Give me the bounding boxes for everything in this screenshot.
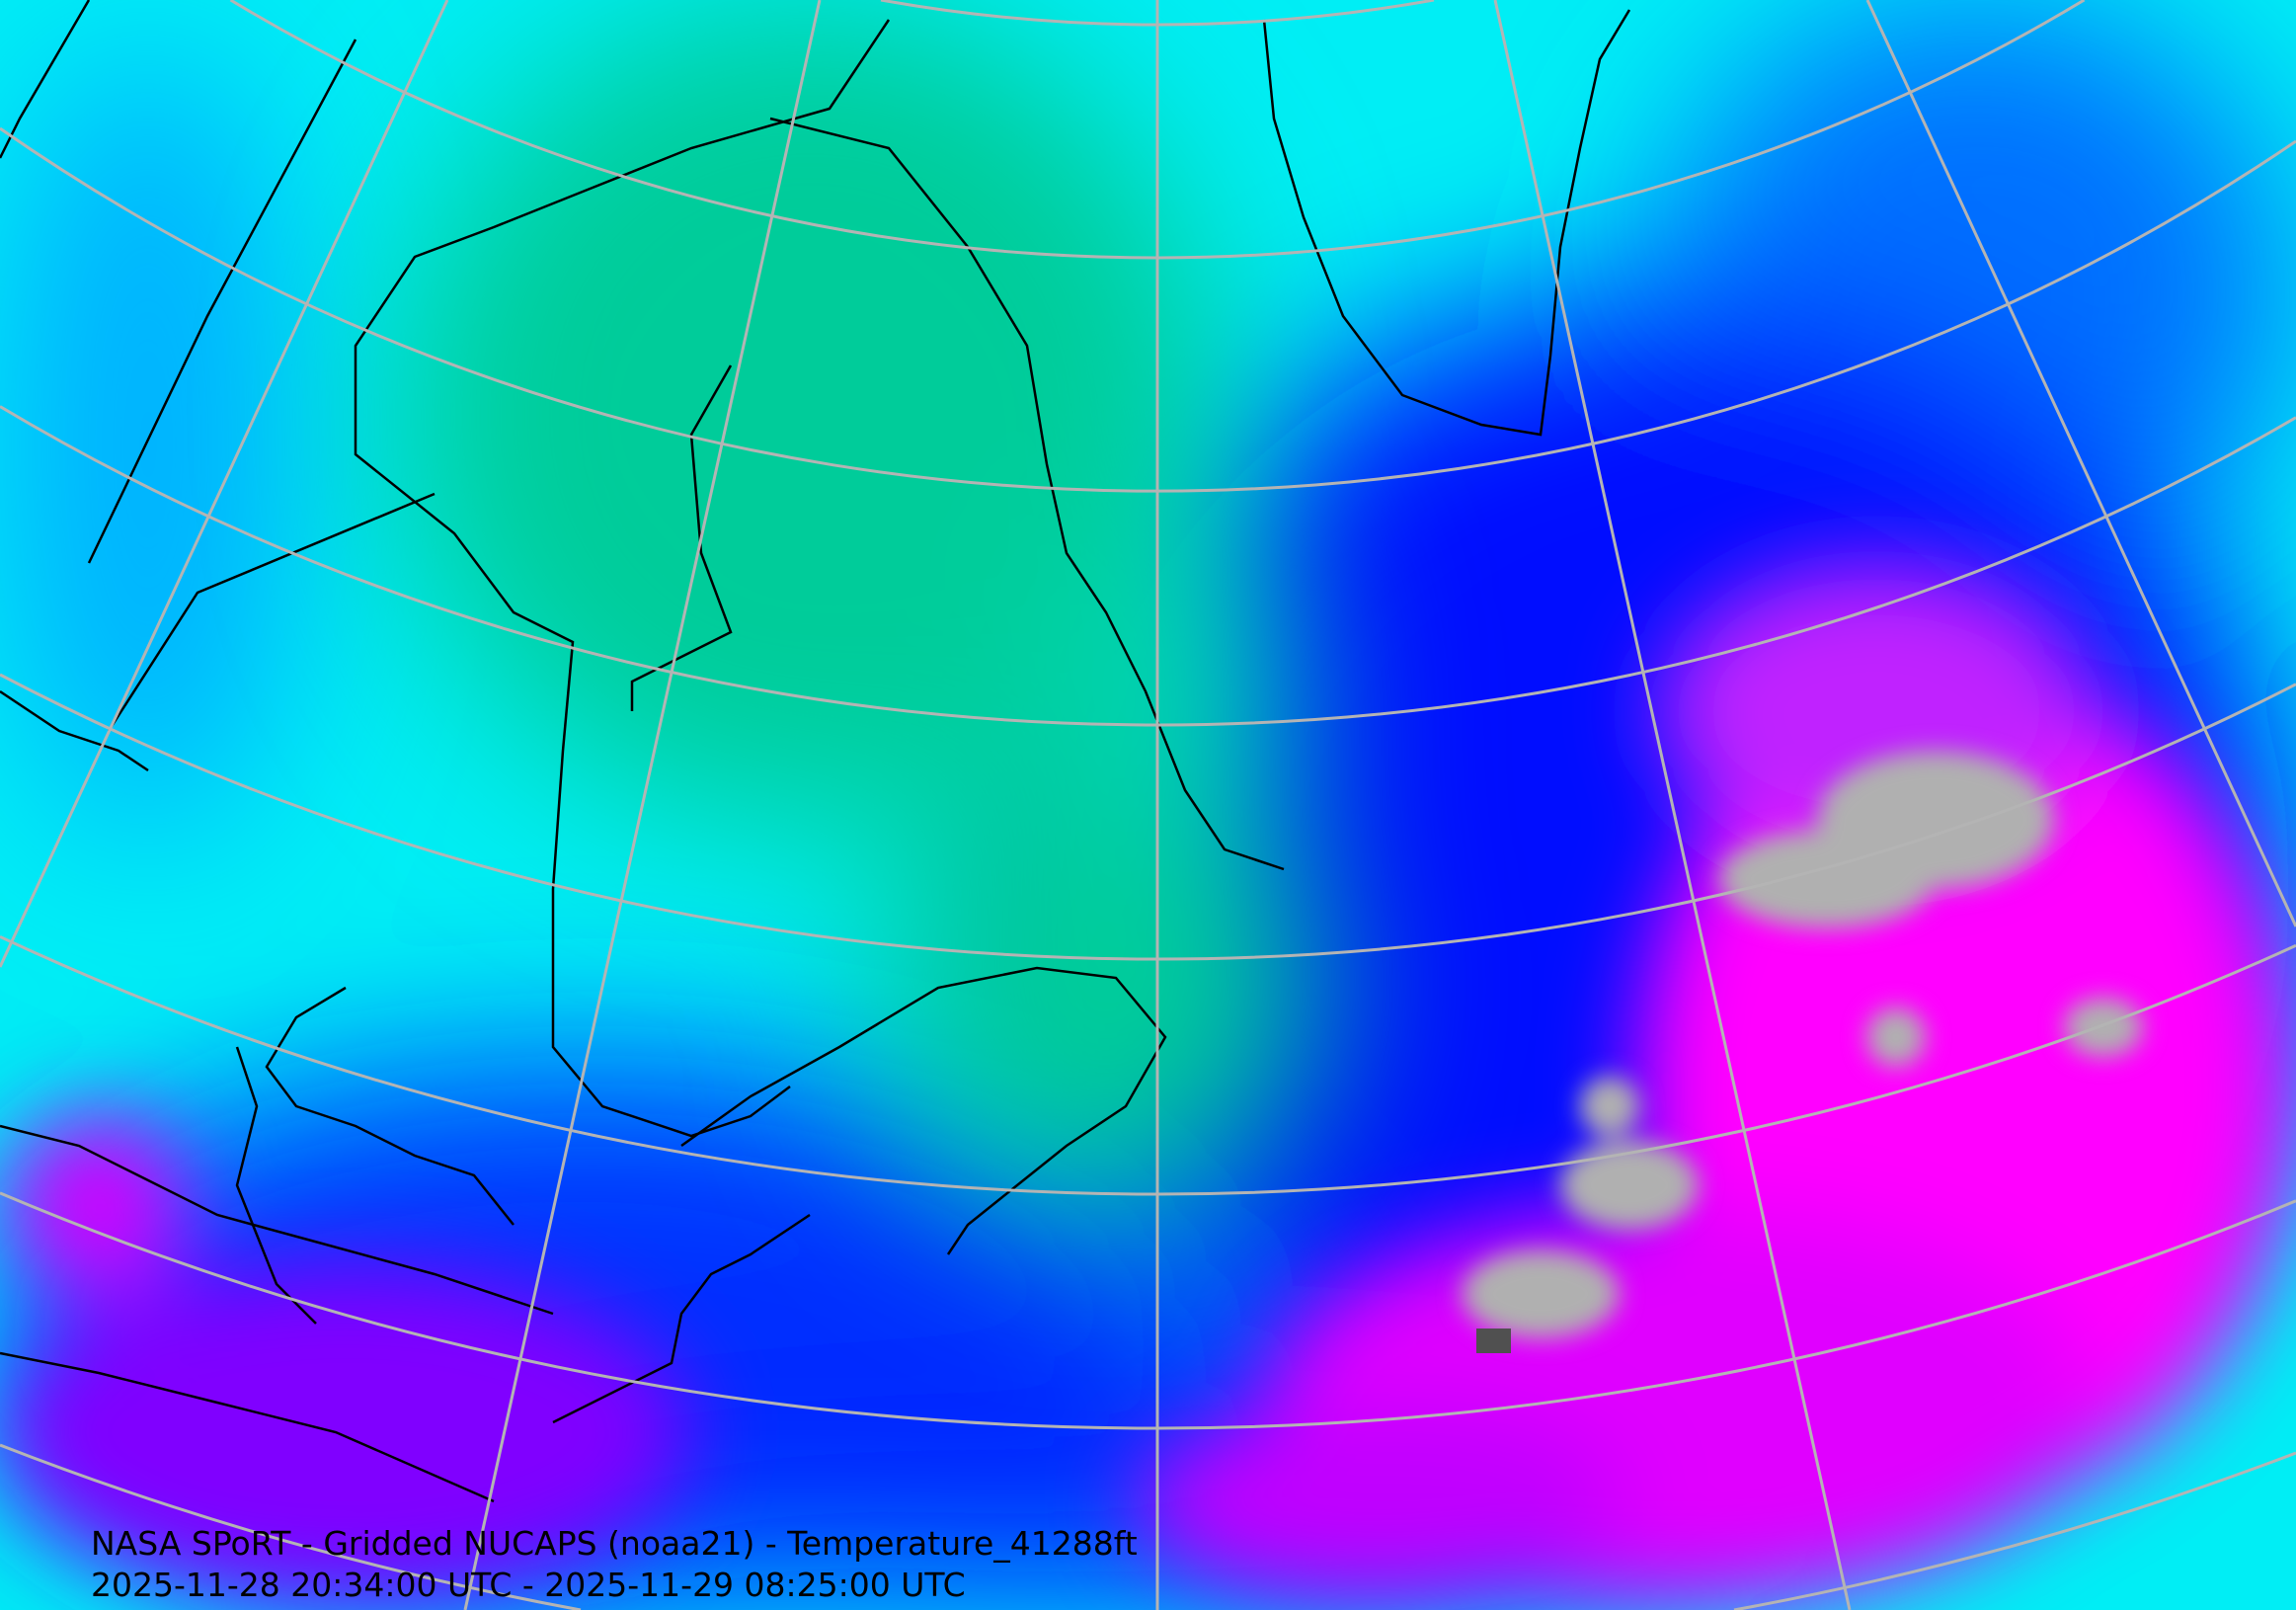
longitude-line [463,0,822,1610]
latitude-line [0,126,2296,493]
time-range: 2025-11-28 20:34:00 UTC - 2025-11-29 08:… [91,1566,966,1604]
latitude-line [0,673,2296,961]
latitude-line [0,1443,582,1610]
latitude-line [0,405,2296,727]
longitude-line [0,0,449,968]
longitude-line [1493,0,1852,1610]
map-title: NASA SPoRT - Gridded NUCAPS (noaa21) - T… [91,1524,1138,1563]
latitude-line [1733,1451,2296,1610]
longitude-line [1865,0,2296,927]
latitude-line [0,935,2296,1196]
latitude-line [0,1191,2296,1430]
